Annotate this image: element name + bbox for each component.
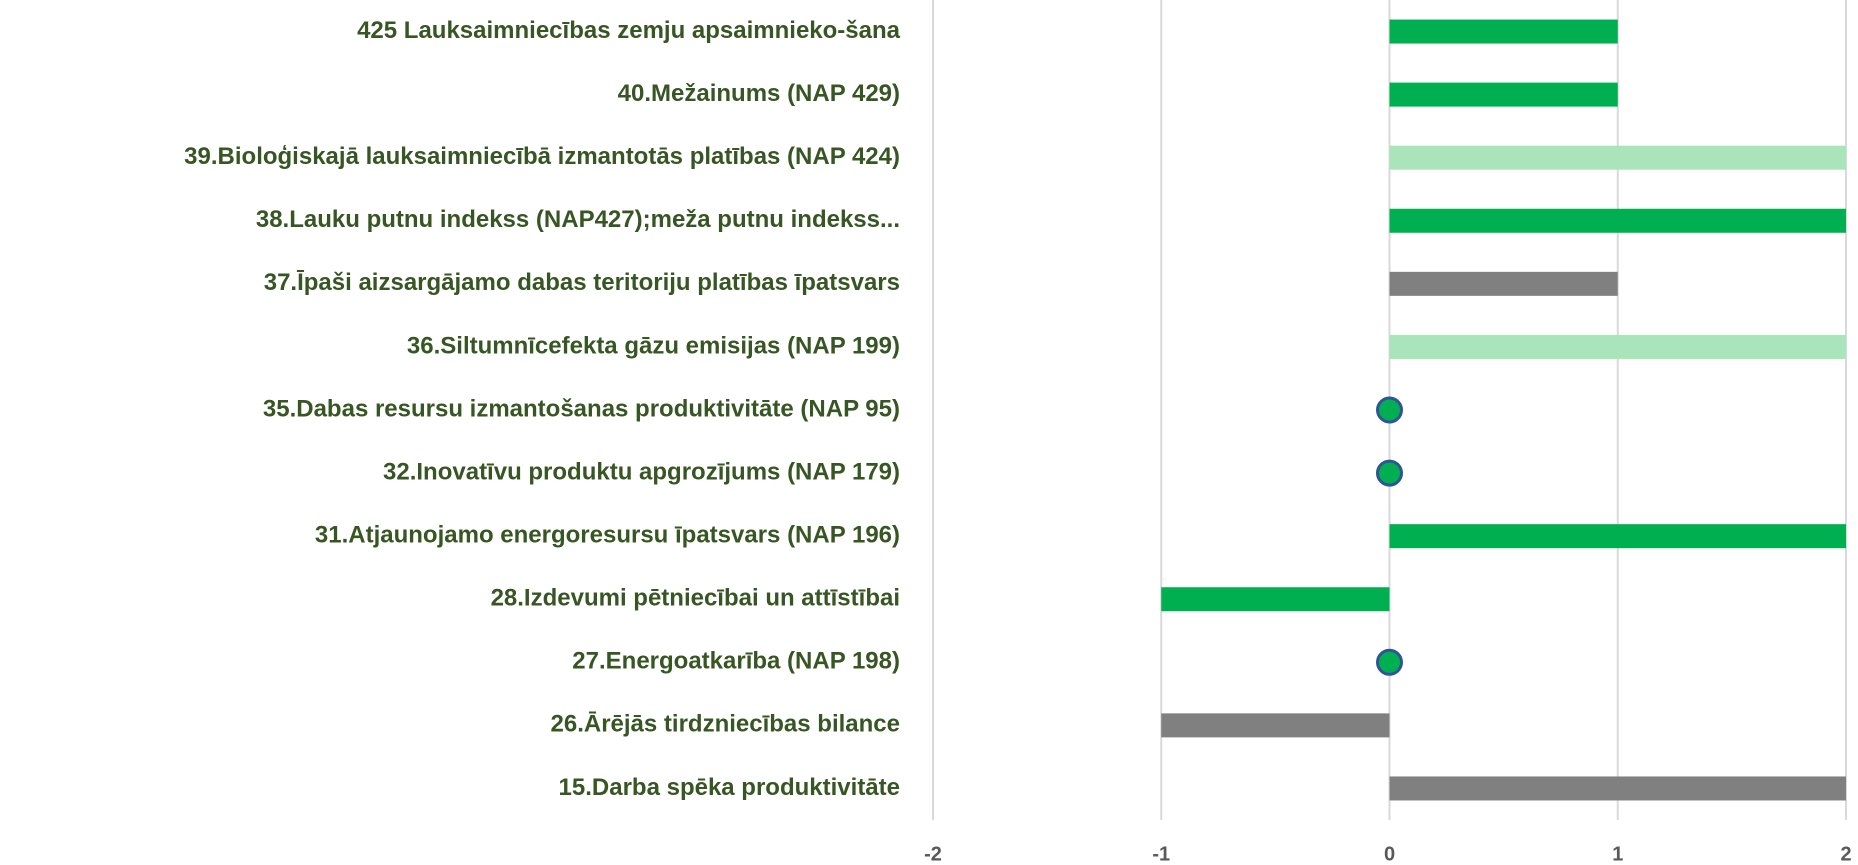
category-label: 26.Ārējās tirdzniecības bilance bbox=[551, 711, 901, 738]
category-label: 37.Īpaši aizsargājamo dabas teritoriju p… bbox=[264, 269, 900, 296]
zero-marker bbox=[1376, 648, 1403, 676]
category-label: 38.Lauku putnu indekss (NAP427);meža put… bbox=[256, 206, 900, 233]
bar bbox=[1389, 524, 1846, 549]
bar bbox=[1161, 587, 1390, 612]
category-label: 32.Inovatīvu produktu apgrozījums (NAP 1… bbox=[383, 458, 900, 485]
x-tick-label: 1 bbox=[1612, 843, 1623, 865]
bar bbox=[1389, 208, 1846, 233]
x-tick-label: -2 bbox=[924, 843, 942, 865]
category-label: 39.Bioloģiskajā lauksaimniecībā izmantot… bbox=[184, 143, 900, 170]
bar bbox=[1389, 776, 1846, 801]
bar bbox=[1389, 19, 1618, 44]
category-label: 27.Energoatkarība (NAP 198) bbox=[572, 648, 900, 675]
zero-marker bbox=[1376, 459, 1403, 487]
bar bbox=[1389, 82, 1618, 107]
bar bbox=[1389, 145, 1846, 170]
category-label: 31.Atjaunojamo energoresursu īpatsvars (… bbox=[315, 521, 900, 548]
zero-marker bbox=[1376, 396, 1403, 424]
category-label: 36.Siltumnīcefekta gāzu emisijas (NAP 19… bbox=[407, 332, 900, 359]
x-tick-label: 0 bbox=[1384, 843, 1395, 865]
category-label: 15.Darba spēka produktivitāte bbox=[559, 774, 900, 801]
bar bbox=[1389, 334, 1846, 359]
category-label: 35.Dabas resursu izmantošanas produktivi… bbox=[263, 395, 900, 422]
category-label: 425 Lauksaimniecības zemju apsaimnieko-š… bbox=[357, 17, 901, 44]
bar bbox=[1389, 271, 1618, 296]
category-label: 28.Izdevumi pētniecībai un attīstībai bbox=[491, 585, 900, 612]
category-label: 40.Mežainums (NAP 429) bbox=[618, 80, 900, 107]
bar bbox=[1161, 713, 1390, 738]
x-tick-label: -1 bbox=[1152, 843, 1170, 865]
x-tick-label: 2 bbox=[1840, 843, 1851, 865]
